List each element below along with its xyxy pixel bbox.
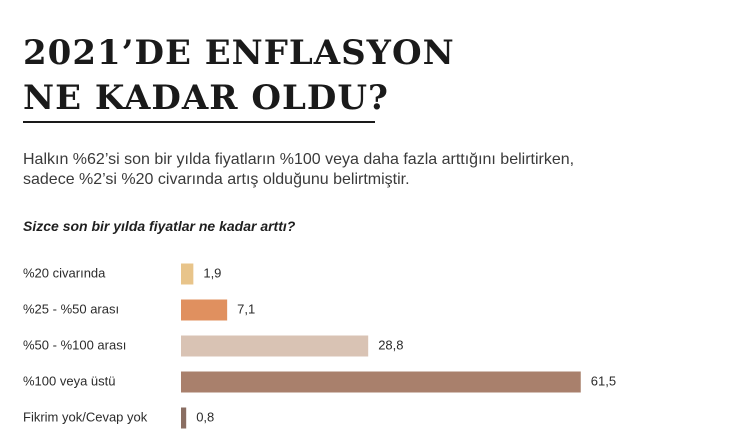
- bar: [181, 371, 581, 393]
- category-label: %50 - %100 arası: [23, 337, 126, 352]
- value-label: 28,8: [378, 337, 403, 352]
- intro-text: Halkın %62’si son bir yılda fiyatların %…: [23, 150, 723, 190]
- intro-line-1: Halkın %62’si son bir yılda fiyatların %…: [23, 151, 575, 168]
- bar: [181, 335, 369, 357]
- value-label: 61,5: [591, 373, 616, 388]
- value-label: 1,9: [203, 265, 221, 280]
- value-label: 7,1: [237, 301, 255, 316]
- title-underline: [23, 121, 375, 123]
- bar: [181, 407, 187, 429]
- survey-question: Sizce son bir yılda fiyatlar ne kadar ar…: [23, 218, 296, 234]
- category-label: %100 veya üstü: [23, 373, 116, 388]
- category-label: Fikrim yok/Cevap yok: [23, 409, 148, 424]
- intro-line-2: sadece %2’si %20 civarında artış olduğun…: [23, 171, 410, 188]
- category-label: %20 civarında: [23, 265, 106, 280]
- bar: [181, 263, 194, 285]
- chart-title-heading: 2021’DE ENFLASYON NE KADAR OLDU?: [23, 33, 455, 118]
- bar: [181, 299, 228, 321]
- category-label: %25 - %50 arası: [23, 301, 119, 316]
- value-label: 0,8: [196, 409, 214, 424]
